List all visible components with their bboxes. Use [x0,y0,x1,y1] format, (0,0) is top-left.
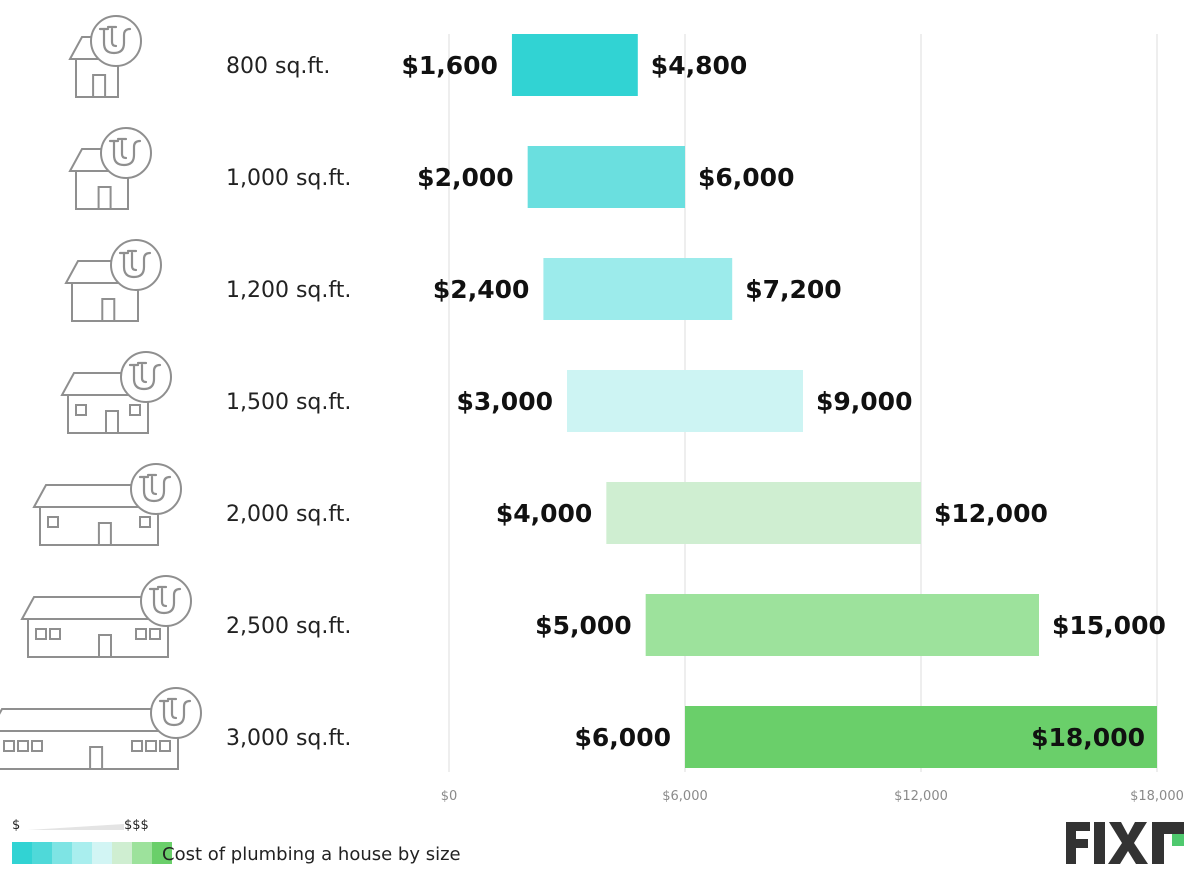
house-icon [68,127,152,210]
high-value-label: $18,000 [1031,723,1145,752]
chart-row: 800 sq.ft. $1,600 $4,800 [68,15,747,98]
legend-low-symbol: $ [12,818,21,833]
legend-high-symbol: $$$ [124,818,149,833]
range-bar [527,146,685,208]
house-icon [0,687,202,770]
legend-swatch [12,842,32,864]
pipe-badge-icon [150,687,202,739]
legend-swatch [112,842,132,864]
pipe-badge-icon [120,351,172,403]
chart-rows: 800 sq.ft. $1,600 $4,800 1,000 sq.ft. $2,000… [0,15,1166,770]
category-label: 2,500 sq.ft. [226,614,351,639]
category-label: 1,000 sq.ft. [226,166,351,191]
legend-swatch [152,842,172,864]
legend-swatches [12,842,172,864]
category-label: 2,000 sq.ft. [226,502,351,527]
chart-row: 2,500 sq.ft. $5,000 $15,000 [20,575,1166,658]
chart-row: 1,000 sq.ft. $2,000 $6,000 [68,127,794,210]
legend-swatch [132,842,152,864]
category-label: 3,000 sq.ft. [226,726,351,751]
high-value-label: $7,200 [745,275,841,304]
legend-title: Cost of plumbing a house by size [162,844,461,865]
chart-row: 3,000 sq.ft. $6,000 $18,000 [0,687,1157,770]
house-icon [68,15,142,98]
house-icon [60,351,172,434]
range-bar [567,370,803,432]
pipe-badge-icon [100,127,152,179]
category-label: 800 sq.ft. [226,54,330,79]
high-value-label: $4,800 [651,51,747,80]
high-value-label: $15,000 [1052,611,1166,640]
range-bar [685,706,1157,768]
pipe-badge-icon [140,575,192,627]
x-axis-ticks: $0 $6,000 $12,000 $18,000 [441,789,1184,804]
x-tick-label: $18,000 [1130,789,1184,804]
legend-swatch [32,842,52,864]
chart-row: 1,200 sq.ft. $2,400 $7,200 [64,239,842,322]
x-tick-label: $6,000 [662,789,708,804]
low-value-label: $2,400 [433,275,529,304]
low-value-label: $5,000 [535,611,631,640]
house-icon [20,575,192,658]
range-bar [606,482,921,544]
category-label: 1,200 sq.ft. [226,278,351,303]
range-bar [645,594,1039,656]
pipe-badge-icon [130,463,182,515]
range-bar [511,34,638,96]
pipe-badge-icon [110,239,162,291]
low-value-label: $2,000 [417,163,513,192]
high-value-label: $9,000 [816,387,912,416]
x-tick-label: $12,000 [894,789,948,804]
category-label: 1,500 sq.ft. [226,390,351,415]
low-value-label: $6,000 [575,723,671,752]
legend-swatch [72,842,92,864]
chart-row: 1,500 sq.ft. $3,000 $9,000 [60,351,912,434]
high-value-label: $12,000 [934,499,1048,528]
legend-cost-gradient-wedge [28,824,124,830]
high-value-label: $6,000 [698,163,794,192]
legend-swatch [52,842,72,864]
legend-swatch [92,842,112,864]
house-icon [64,239,162,322]
low-value-label: $4,000 [496,499,592,528]
house-icon [32,463,182,546]
legend: $ $$$ Cost of plumbing a house by size [12,818,492,870]
low-value-label: $1,600 [401,51,497,80]
range-bar [543,258,733,320]
x-tick-label: $0 [441,789,458,804]
fixr-logo [1066,822,1184,864]
pipe-badge-icon [90,15,142,67]
chart-row: 2,000 sq.ft. $4,000 $12,000 [32,463,1048,546]
low-value-label: $3,000 [457,387,553,416]
